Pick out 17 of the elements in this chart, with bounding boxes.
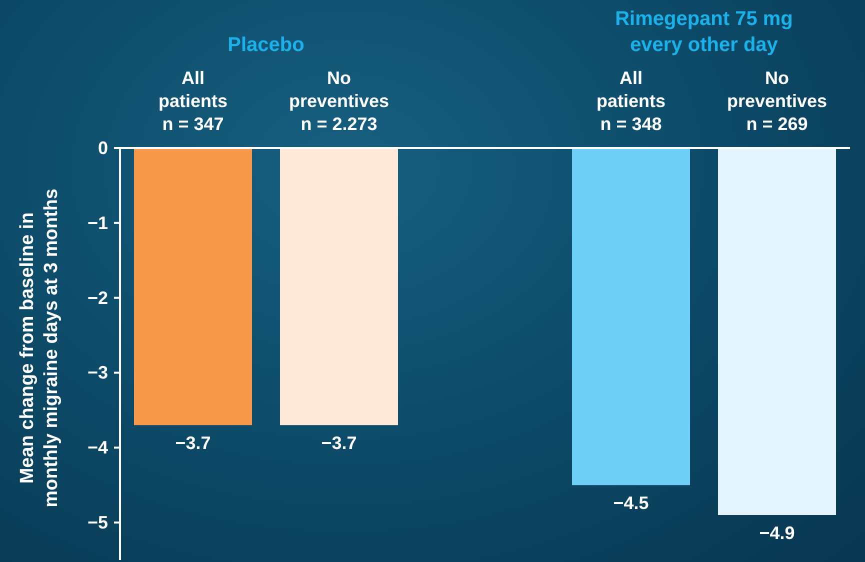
- y-tick-label: −3: [87, 362, 108, 383]
- data-label: −4.9: [759, 523, 795, 544]
- y-tick-label: −4: [87, 438, 108, 458]
- y-tick-label: −1: [87, 212, 108, 233]
- y-axis-title: Mean change from baseline in monthly migraine days at 3 months: [17, 188, 62, 508]
- x-tick-label: No preventives n = 2.273: [288, 68, 390, 134]
- y-tick-label: 0: [98, 138, 108, 158]
- y-tick-label: −2: [87, 288, 108, 308]
- x-tick-label: All patients n = 348: [596, 68, 666, 134]
- text: Placebo: [226, 33, 306, 58]
- data-label: −3.7: [321, 433, 357, 454]
- x-tick-label: All patients n = 347: [158, 68, 228, 134]
- x-tick-label: No preventives n = 269: [726, 68, 828, 134]
- data-label: −3.7: [175, 433, 211, 454]
- text: Rimegepant 75 mg every other day: [614, 7, 794, 58]
- data-label: −4.5: [613, 493, 649, 514]
- y-tick-label: −5: [87, 512, 108, 533]
